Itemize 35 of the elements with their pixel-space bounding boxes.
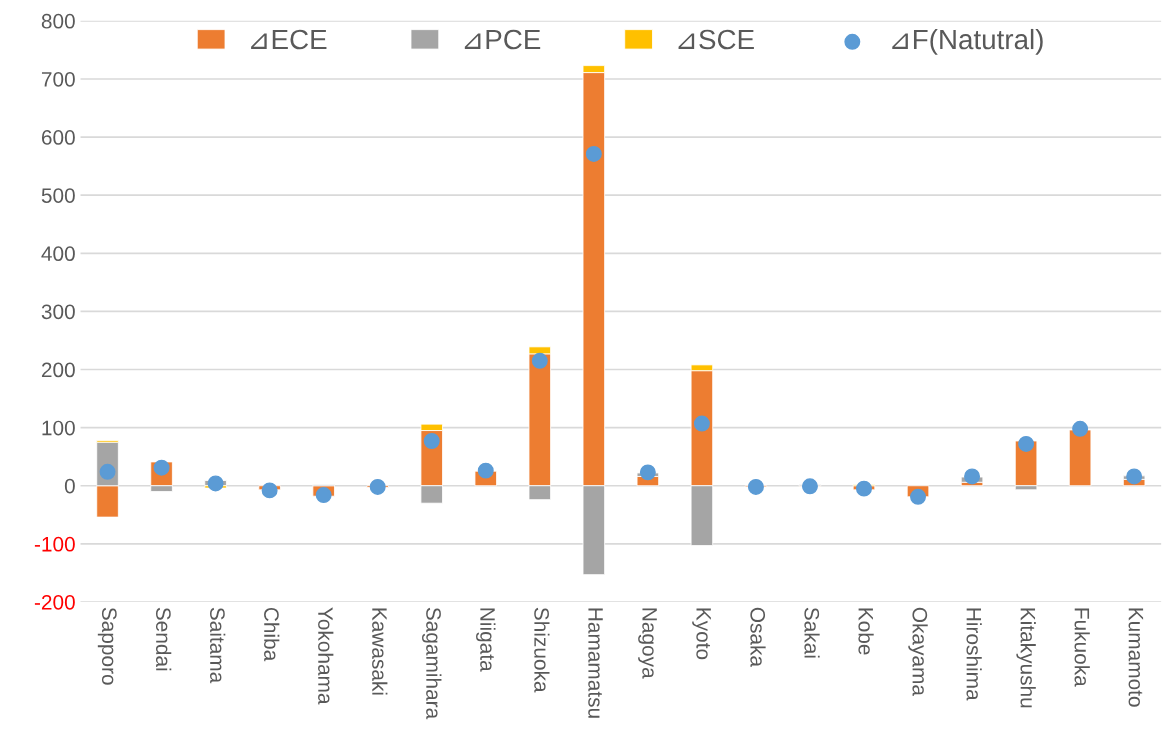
y-tick-label: 400 [41,246,75,262]
y-tick-label: 500 [41,188,75,203]
y-tick-label: 300 [41,304,75,320]
y-tick-label: -200 [34,594,75,610]
x-tick-label: Saitama [210,607,226,684]
x-tick-label: Okayama [908,607,928,696]
x-tick-label: Fukuoka [1074,608,1090,687]
x-tick-label: Kitakyushu [1016,608,1036,708]
y-tick-label: 200 [41,362,75,378]
x-tick-label: Kumamoto [1128,608,1144,707]
legend-label: ⊿PCE [464,29,541,50]
x-tick-label: Yokohama [318,607,334,705]
y-tick-label: 800 [41,13,75,29]
x-tick-label: Osaka [750,607,766,668]
x-tick-label: Kawasaki [372,608,388,695]
y-tick-label: 0 [64,478,75,494]
y-tick-label: 600 [41,130,75,145]
legend-label: ⊿SCE [678,29,754,50]
x-tick-label: Kyoto [692,608,711,660]
x-tick-label: Kobe [858,608,874,655]
x-tick-label: Sakai [804,607,820,658]
x-tick-label: Shizuoka [534,607,550,693]
x-tick-label: Chiba [264,607,280,662]
x-tick-label: Sagamihara [422,607,442,720]
y-tick-label: -100 [34,536,75,552]
x-tick-label: Nagoya [638,608,657,679]
legend-label: ⊿F(Natutral) [892,28,1043,55]
x-tick-label: Hamamatsu [588,608,603,718]
y-tick-label: 100 [42,420,75,436]
x-tick-label: Niigata [476,608,496,672]
legend-label: ⊿ECE [251,29,327,50]
x-tick-label: Sendai [155,607,172,671]
y-tick-label: 700 [41,71,75,87]
x-tick-label: Sapporo [97,607,117,685]
x-tick-label: Hiroshima [966,608,982,701]
